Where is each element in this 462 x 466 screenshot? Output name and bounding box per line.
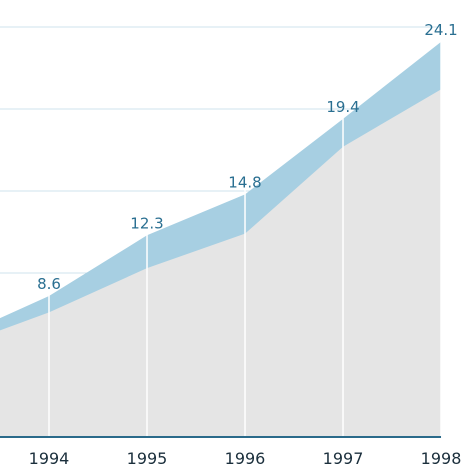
x-tick-label: 1995 <box>127 449 168 466</box>
value-label: 24.1 <box>424 21 457 39</box>
area <box>0 89 442 437</box>
x-tick-label: 1998 <box>421 449 462 466</box>
value-label: 19.4 <box>326 98 359 116</box>
x-tick-label: 1994 <box>29 449 70 466</box>
value-label: 12.3 <box>130 214 163 232</box>
x-tick-label: 1997 <box>323 449 364 466</box>
value-label: 14.8 <box>228 173 261 191</box>
value-label: 8.6 <box>37 275 61 293</box>
x-tick-label: 1996 <box>225 449 266 466</box>
